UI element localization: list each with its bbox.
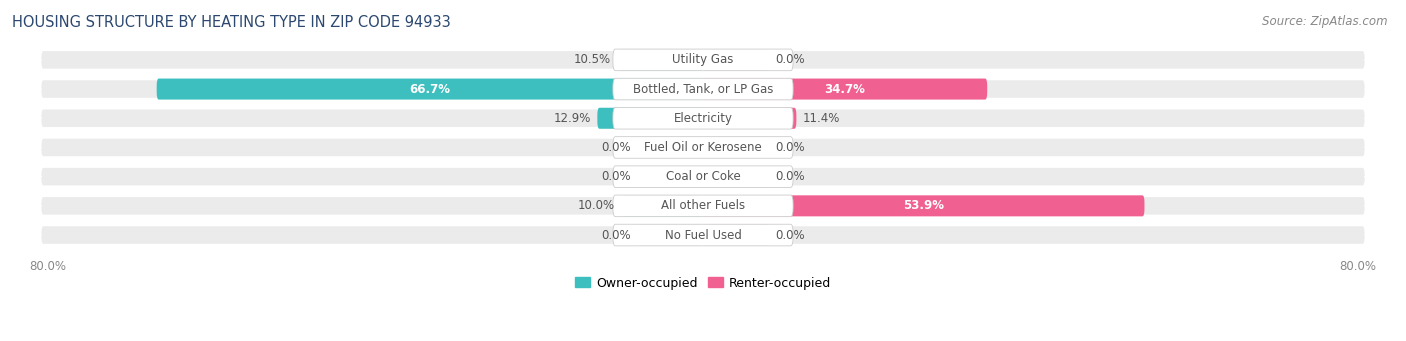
- FancyBboxPatch shape: [39, 224, 1367, 246]
- Text: 0.0%: 0.0%: [602, 228, 631, 241]
- Text: 11.4%: 11.4%: [803, 112, 841, 125]
- FancyBboxPatch shape: [39, 195, 1367, 216]
- Text: Coal or Coke: Coal or Coke: [665, 170, 741, 183]
- FancyBboxPatch shape: [703, 49, 769, 70]
- Text: HOUSING STRUCTURE BY HEATING TYPE IN ZIP CODE 94933: HOUSING STRUCTURE BY HEATING TYPE IN ZIP…: [13, 15, 451, 30]
- FancyBboxPatch shape: [39, 137, 1367, 158]
- FancyBboxPatch shape: [39, 108, 1367, 129]
- FancyBboxPatch shape: [703, 78, 987, 100]
- Text: 0.0%: 0.0%: [602, 170, 631, 183]
- Text: Source: ZipAtlas.com: Source: ZipAtlas.com: [1263, 15, 1388, 28]
- FancyBboxPatch shape: [613, 78, 793, 100]
- Text: 0.0%: 0.0%: [775, 141, 804, 154]
- Text: 10.5%: 10.5%: [574, 54, 610, 66]
- Text: 0.0%: 0.0%: [775, 170, 804, 183]
- FancyBboxPatch shape: [613, 166, 793, 188]
- FancyBboxPatch shape: [613, 195, 793, 217]
- FancyBboxPatch shape: [703, 108, 796, 129]
- FancyBboxPatch shape: [703, 137, 769, 158]
- Text: 34.7%: 34.7%: [825, 83, 866, 95]
- FancyBboxPatch shape: [39, 78, 1367, 100]
- FancyBboxPatch shape: [613, 107, 793, 129]
- Text: 0.0%: 0.0%: [775, 228, 804, 241]
- Text: 0.0%: 0.0%: [775, 54, 804, 66]
- Text: 66.7%: 66.7%: [409, 83, 450, 95]
- FancyBboxPatch shape: [39, 49, 1367, 70]
- Text: No Fuel Used: No Fuel Used: [665, 228, 741, 241]
- FancyBboxPatch shape: [703, 195, 1144, 216]
- FancyBboxPatch shape: [637, 224, 703, 246]
- Text: 10.0%: 10.0%: [578, 199, 614, 212]
- FancyBboxPatch shape: [39, 166, 1367, 187]
- Text: Utility Gas: Utility Gas: [672, 54, 734, 66]
- Text: Fuel Oil or Kerosene: Fuel Oil or Kerosene: [644, 141, 762, 154]
- FancyBboxPatch shape: [613, 49, 793, 71]
- FancyBboxPatch shape: [637, 166, 703, 187]
- Text: 0.0%: 0.0%: [602, 141, 631, 154]
- Legend: Owner-occupied, Renter-occupied: Owner-occupied, Renter-occupied: [569, 272, 837, 295]
- Text: All other Fuels: All other Fuels: [661, 199, 745, 212]
- FancyBboxPatch shape: [156, 78, 703, 100]
- FancyBboxPatch shape: [703, 166, 769, 187]
- Text: Electricity: Electricity: [673, 112, 733, 125]
- Text: 53.9%: 53.9%: [903, 199, 945, 212]
- FancyBboxPatch shape: [613, 224, 793, 246]
- FancyBboxPatch shape: [598, 108, 703, 129]
- FancyBboxPatch shape: [617, 49, 703, 70]
- Text: 12.9%: 12.9%: [554, 112, 591, 125]
- FancyBboxPatch shape: [703, 224, 769, 246]
- FancyBboxPatch shape: [637, 137, 703, 158]
- Text: Bottled, Tank, or LP Gas: Bottled, Tank, or LP Gas: [633, 83, 773, 95]
- FancyBboxPatch shape: [613, 137, 793, 158]
- FancyBboxPatch shape: [621, 195, 703, 216]
